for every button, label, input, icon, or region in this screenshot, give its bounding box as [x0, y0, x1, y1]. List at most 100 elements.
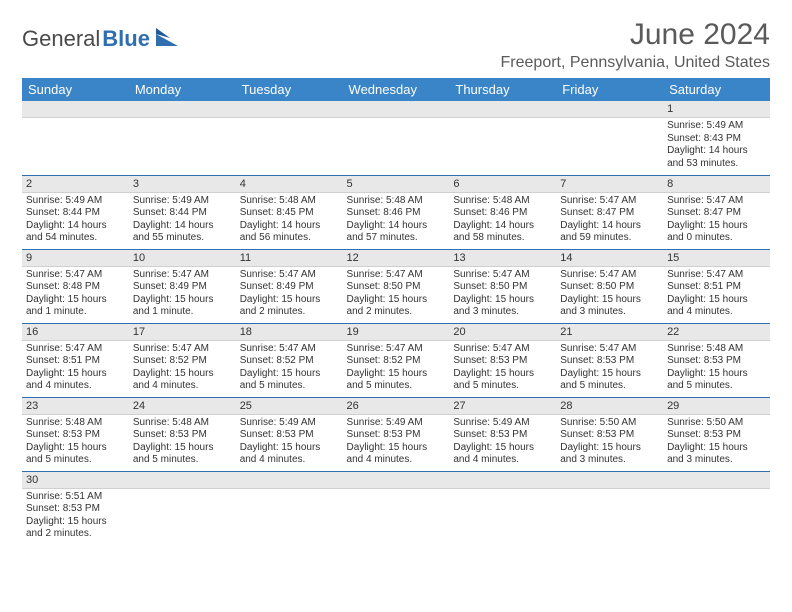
sunrise-text: Sunrise: 5:48 AM	[347, 195, 446, 208]
day-body: Sunrise: 5:47 AMSunset: 8:52 PMDaylight:…	[129, 341, 236, 397]
daylight-text: Daylight: 14 hours and 58 minutes.	[453, 220, 552, 245]
day-header: Saturday	[663, 78, 770, 101]
day-body: Sunrise: 5:47 AMSunset: 8:52 PMDaylight:…	[343, 341, 450, 397]
day-body: Sunrise: 5:47 AMSunset: 8:52 PMDaylight:…	[236, 341, 343, 397]
day-number: 21	[556, 324, 663, 341]
sunrise-text: Sunrise: 5:49 AM	[26, 195, 125, 208]
day-body: Sunrise: 5:47 AMSunset: 8:47 PMDaylight:…	[556, 193, 663, 249]
calendar-day-cell	[449, 471, 556, 545]
sunset-text: Sunset: 8:49 PM	[240, 281, 339, 294]
sunset-text: Sunset: 8:52 PM	[133, 355, 232, 368]
daylight-text: Daylight: 15 hours and 5 minutes.	[240, 368, 339, 393]
daylight-text: Daylight: 15 hours and 4 minutes.	[133, 368, 232, 393]
day-body: Sunrise: 5:51 AMSunset: 8:53 PMDaylight:…	[22, 489, 129, 545]
day-header: Monday	[129, 78, 236, 101]
day-number: 11	[236, 250, 343, 267]
header: GeneralBlue June 2024 Freeport, Pennsylv…	[22, 18, 770, 72]
day-body: Sunrise: 5:47 AMSunset: 8:51 PMDaylight:…	[22, 341, 129, 397]
calendar-day-cell	[129, 471, 236, 545]
day-number: 10	[129, 250, 236, 267]
sunrise-text: Sunrise: 5:49 AM	[667, 120, 766, 133]
day-header-row: Sunday Monday Tuesday Wednesday Thursday…	[22, 78, 770, 101]
sunrise-text: Sunrise: 5:47 AM	[453, 269, 552, 282]
daylight-text: Daylight: 15 hours and 5 minutes.	[26, 442, 125, 467]
sunrise-text: Sunrise: 5:49 AM	[347, 417, 446, 430]
day-body: Sunrise: 5:48 AMSunset: 8:53 PMDaylight:…	[129, 415, 236, 471]
calendar-day-cell: 3Sunrise: 5:49 AMSunset: 8:44 PMDaylight…	[129, 175, 236, 249]
daylight-text: Daylight: 15 hours and 2 minutes.	[26, 516, 125, 541]
day-number: 17	[129, 324, 236, 341]
sunrise-text: Sunrise: 5:49 AM	[133, 195, 232, 208]
day-number: 8	[663, 176, 770, 193]
day-body: Sunrise: 5:50 AMSunset: 8:53 PMDaylight:…	[663, 415, 770, 471]
calendar-day-cell: 11Sunrise: 5:47 AMSunset: 8:49 PMDayligh…	[236, 249, 343, 323]
sunrise-text: Sunrise: 5:48 AM	[240, 195, 339, 208]
day-number: 19	[343, 324, 450, 341]
day-number-empty	[449, 472, 556, 489]
calendar-day-cell: 30Sunrise: 5:51 AMSunset: 8:53 PMDayligh…	[22, 471, 129, 545]
day-body-empty	[449, 489, 556, 539]
calendar-week-row: 1Sunrise: 5:49 AMSunset: 8:43 PMDaylight…	[22, 101, 770, 175]
day-number-empty	[449, 101, 556, 118]
calendar-day-cell	[556, 101, 663, 175]
daylight-text: Daylight: 14 hours and 54 minutes.	[26, 220, 125, 245]
calendar-day-cell: 23Sunrise: 5:48 AMSunset: 8:53 PMDayligh…	[22, 397, 129, 471]
day-number: 13	[449, 250, 556, 267]
sunset-text: Sunset: 8:46 PM	[453, 207, 552, 220]
day-number: 5	[343, 176, 450, 193]
daylight-text: Daylight: 15 hours and 3 minutes.	[667, 442, 766, 467]
day-number-empty	[236, 472, 343, 489]
daylight-text: Daylight: 15 hours and 4 minutes.	[667, 294, 766, 319]
logo-word2: Blue	[102, 26, 150, 52]
day-body: Sunrise: 5:47 AMSunset: 8:48 PMDaylight:…	[22, 267, 129, 323]
calendar-day-cell	[449, 101, 556, 175]
sunrise-text: Sunrise: 5:49 AM	[240, 417, 339, 430]
calendar-day-cell: 22Sunrise: 5:48 AMSunset: 8:53 PMDayligh…	[663, 323, 770, 397]
daylight-text: Daylight: 15 hours and 4 minutes.	[453, 442, 552, 467]
day-body-empty	[129, 118, 236, 168]
sunrise-text: Sunrise: 5:48 AM	[26, 417, 125, 430]
daylight-text: Daylight: 15 hours and 2 minutes.	[347, 294, 446, 319]
sunset-text: Sunset: 8:44 PM	[26, 207, 125, 220]
day-body-empty	[236, 489, 343, 539]
sunset-text: Sunset: 8:53 PM	[26, 503, 125, 516]
day-body: Sunrise: 5:49 AMSunset: 8:44 PMDaylight:…	[129, 193, 236, 249]
daylight-text: Daylight: 15 hours and 1 minute.	[26, 294, 125, 319]
calendar-day-cell: 6Sunrise: 5:48 AMSunset: 8:46 PMDaylight…	[449, 175, 556, 249]
calendar-day-cell: 17Sunrise: 5:47 AMSunset: 8:52 PMDayligh…	[129, 323, 236, 397]
day-body: Sunrise: 5:47 AMSunset: 8:50 PMDaylight:…	[449, 267, 556, 323]
calendar-day-cell: 21Sunrise: 5:47 AMSunset: 8:53 PMDayligh…	[556, 323, 663, 397]
sunset-text: Sunset: 8:53 PM	[347, 429, 446, 442]
calendar-week-row: 2Sunrise: 5:49 AMSunset: 8:44 PMDaylight…	[22, 175, 770, 249]
day-header: Tuesday	[236, 78, 343, 101]
sunset-text: Sunset: 8:43 PM	[667, 133, 766, 146]
sunset-text: Sunset: 8:52 PM	[240, 355, 339, 368]
calendar-day-cell	[236, 471, 343, 545]
calendar-day-cell: 16Sunrise: 5:47 AMSunset: 8:51 PMDayligh…	[22, 323, 129, 397]
calendar-day-cell: 20Sunrise: 5:47 AMSunset: 8:53 PMDayligh…	[449, 323, 556, 397]
calendar-day-cell: 18Sunrise: 5:47 AMSunset: 8:52 PMDayligh…	[236, 323, 343, 397]
sunset-text: Sunset: 8:44 PM	[133, 207, 232, 220]
day-number: 28	[556, 398, 663, 415]
day-header: Wednesday	[343, 78, 450, 101]
day-number: 12	[343, 250, 450, 267]
sunset-text: Sunset: 8:51 PM	[26, 355, 125, 368]
day-body: Sunrise: 5:49 AMSunset: 8:53 PMDaylight:…	[343, 415, 450, 471]
calendar-day-cell: 24Sunrise: 5:48 AMSunset: 8:53 PMDayligh…	[129, 397, 236, 471]
day-number: 2	[22, 176, 129, 193]
sunset-text: Sunset: 8:47 PM	[667, 207, 766, 220]
day-body: Sunrise: 5:49 AMSunset: 8:43 PMDaylight:…	[663, 118, 770, 174]
daylight-text: Daylight: 14 hours and 57 minutes.	[347, 220, 446, 245]
day-number: 9	[22, 250, 129, 267]
sunset-text: Sunset: 8:52 PM	[347, 355, 446, 368]
day-number: 20	[449, 324, 556, 341]
calendar-day-cell: 4Sunrise: 5:48 AMSunset: 8:45 PMDaylight…	[236, 175, 343, 249]
day-number-empty	[236, 101, 343, 118]
sunset-text: Sunset: 8:53 PM	[26, 429, 125, 442]
sunrise-text: Sunrise: 5:47 AM	[453, 343, 552, 356]
calendar-day-cell: 10Sunrise: 5:47 AMSunset: 8:49 PMDayligh…	[129, 249, 236, 323]
sunrise-text: Sunrise: 5:48 AM	[667, 343, 766, 356]
daylight-text: Daylight: 15 hours and 5 minutes.	[667, 368, 766, 393]
sunset-text: Sunset: 8:53 PM	[560, 355, 659, 368]
daylight-text: Daylight: 15 hours and 4 minutes.	[240, 442, 339, 467]
